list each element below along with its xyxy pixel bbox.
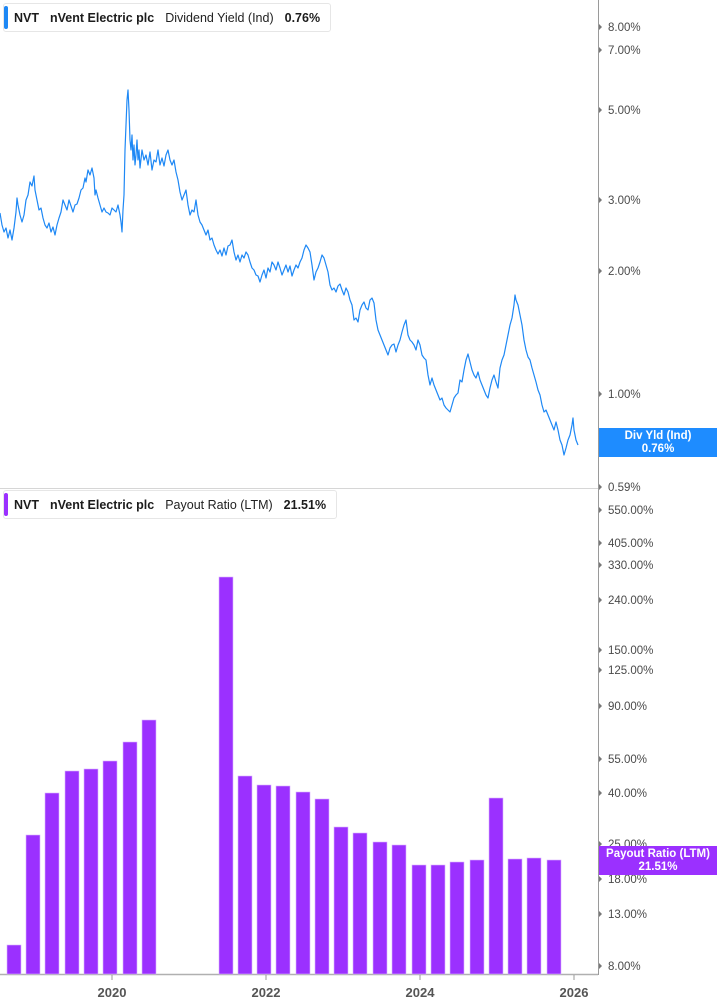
y-tick-label: 330.00% — [608, 560, 653, 572]
bar[interactable] — [352, 832, 368, 975]
y-tick-label: 150.00% — [608, 645, 653, 657]
legend-metric: Payout Ratio (LTM) — [165, 497, 273, 512]
series-color-swatch — [4, 6, 8, 29]
bar[interactable] — [333, 826, 349, 975]
dividend-yield-line[interactable] — [0, 89, 579, 456]
legend-company: nVent Electric plc — [50, 497, 155, 512]
bar[interactable] — [488, 797, 504, 975]
bar[interactable] — [526, 857, 542, 975]
y-tick-label: 18.00% — [608, 874, 647, 886]
y-tick-label: 7.00% — [608, 45, 641, 57]
bar[interactable] — [391, 844, 407, 975]
y-tick-label: 405.00% — [608, 538, 653, 550]
bar[interactable] — [218, 576, 234, 975]
legend-ticker: NVT — [14, 10, 39, 25]
value-tag-label: Div Yld (Ind) — [624, 430, 692, 442]
bar[interactable] — [102, 760, 118, 975]
y-tick-label: 3.00% — [608, 195, 641, 207]
bar[interactable] — [122, 741, 138, 975]
dividend-yield-legend[interactable]: NVT nVent Electric plc Dividend Yield (I… — [3, 3, 332, 32]
bar[interactable] — [314, 798, 330, 975]
y-tick-label: 125.00% — [608, 665, 653, 677]
payout-ratio-value-tag: Payout Ratio (LTM) 21.51% — [599, 846, 717, 875]
top-y-axis: 8.00% 7.00% 5.00% 3.00% 2.00% 1.00% 0.59… — [599, 22, 641, 494]
x-axis: 2020 2022 2024 2026 — [98, 975, 589, 1000]
y-tick-label: 13.00% — [608, 909, 647, 921]
y-tick-label: 90.00% — [608, 701, 647, 713]
bar[interactable] — [295, 791, 311, 975]
bar[interactable] — [83, 768, 99, 975]
y-tick-label: 1.00% — [608, 389, 641, 401]
bar[interactable] — [141, 719, 157, 975]
bar[interactable] — [546, 859, 562, 975]
bar[interactable] — [6, 944, 22, 975]
bottom-y-axis: 550.00% 405.00% 330.00% 240.00% 150.00% … — [599, 505, 653, 973]
bar[interactable] — [64, 770, 80, 975]
y-tick-label: 0.59% — [608, 482, 641, 494]
x-tick-label: 2026 — [560, 985, 589, 1000]
legend-metric: Dividend Yield (Ind) — [165, 10, 274, 25]
x-tick-label: 2020 — [98, 985, 127, 1000]
value-tag-label: Payout Ratio (LTM) — [606, 848, 710, 860]
bar[interactable] — [237, 775, 253, 975]
y-tick-label: 2.00% — [608, 266, 641, 278]
y-tick-label: 5.00% — [608, 105, 641, 117]
y-tick-label: 550.00% — [608, 505, 653, 517]
legend-value: 21.51% — [283, 497, 327, 512]
payout-ratio-bars — [6, 576, 562, 975]
bar[interactable] — [44, 792, 60, 975]
bar[interactable] — [256, 784, 272, 975]
bar[interactable] — [275, 785, 291, 975]
series-color-swatch — [4, 493, 8, 516]
y-tick-label: 55.00% — [608, 754, 647, 766]
y-tick-label: 40.00% — [608, 788, 647, 800]
x-tick-label: 2024 — [406, 985, 436, 1000]
legend-value: 0.76% — [284, 10, 321, 25]
bar[interactable] — [469, 859, 485, 975]
legend-ticker: NVT — [14, 497, 39, 512]
legend-company: nVent Electric plc — [50, 10, 155, 25]
bar[interactable] — [411, 864, 427, 975]
bar[interactable] — [430, 864, 446, 975]
value-tag-value: 21.51% — [638, 861, 678, 873]
value-tag-value: 0.76% — [641, 443, 675, 455]
bar[interactable] — [25, 834, 41, 975]
bar[interactable] — [507, 858, 523, 975]
y-tick-label: 8.00% — [608, 22, 641, 34]
x-tick-label: 2022 — [252, 985, 281, 1000]
y-tick-label: 8.00% — [608, 961, 641, 973]
bar[interactable] — [449, 861, 465, 975]
y-tick-label: 240.00% — [608, 595, 653, 607]
div-yield-value-tag: Div Yld (Ind) 0.76% — [599, 428, 717, 457]
bar[interactable] — [372, 841, 388, 975]
payout-ratio-legend[interactable]: NVT nVent Electric plc Payout Ratio (LTM… — [3, 490, 338, 519]
